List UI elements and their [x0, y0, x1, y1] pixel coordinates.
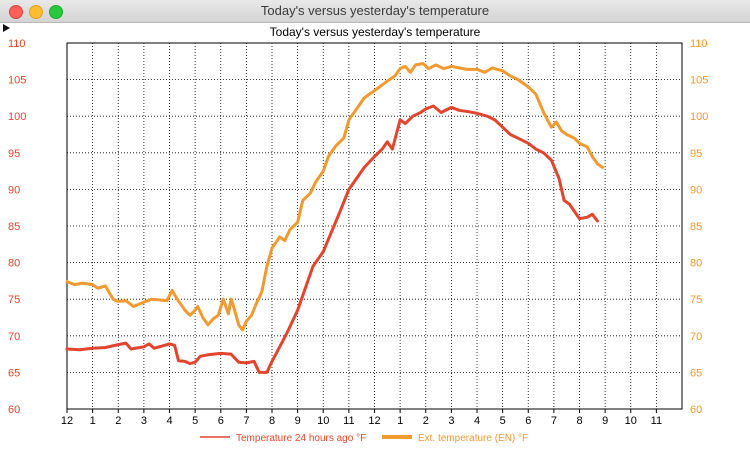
x-tick-label: 11 [343, 415, 354, 427]
close-window-button[interactable] [9, 5, 23, 19]
legend-label-temperature-24h: Temperature 24 hours ago °F [236, 433, 366, 444]
y-tick-label-left: 110 [8, 38, 26, 50]
y-tick-label-right: 95 [690, 148, 702, 160]
x-tick-label: 2 [115, 415, 121, 427]
x-tick-label: 4 [166, 415, 172, 427]
minimize-window-button[interactable] [29, 5, 43, 19]
plot-frame [66, 42, 683, 410]
x-tick-label: 8 [576, 415, 582, 427]
y-tick-label-right: 80 [690, 258, 702, 270]
x-tick-label: 5 [500, 415, 506, 427]
x-tick-label: 9 [295, 415, 301, 427]
x-tick-label: 10 [625, 415, 637, 427]
y-tick-label-left: 90 [8, 184, 20, 196]
x-tick-label: 1 [90, 415, 96, 427]
y-tick-label-right: 65 [690, 367, 702, 379]
y-tick-label-left: 70 [8, 331, 20, 343]
y-tick-label-left: 60 [8, 404, 20, 416]
x-tick-label: 11 [651, 415, 662, 427]
x-tick-label: 2 [423, 415, 429, 427]
y-tick-label-right: 70 [690, 331, 702, 343]
x-tick-label: 5 [192, 415, 198, 427]
window-titlebar[interactable]: Today's versus yesterday's temperature [0, 0, 750, 23]
series-line-2 [65, 62, 605, 332]
y-tick-label-left: 95 [8, 148, 20, 160]
y-tick-label-right: 75 [690, 294, 702, 306]
x-tick-label: 1 [397, 415, 403, 427]
legend-label-ext-temperature: Ext. temperature (EN) °F [418, 433, 528, 444]
x-tick-label: 6 [525, 415, 531, 427]
series-line-1 [65, 104, 599, 374]
play-icon[interactable] [3, 24, 10, 32]
y-tick-label-right: 105 [690, 75, 708, 87]
y-tick-label-right: 60 [690, 404, 702, 416]
x-tick-label: 12 [61, 415, 73, 427]
zoom-window-button[interactable] [49, 5, 63, 19]
x-tick-label: 10 [317, 415, 329, 427]
y-tick-label-right: 90 [690, 184, 702, 196]
x-tick-label: 12 [368, 415, 380, 427]
x-tick-label: 3 [141, 415, 147, 427]
y-tick-label-right: 110 [690, 38, 708, 50]
y-tick-label-left: 75 [8, 294, 20, 306]
x-tick-label: 9 [602, 415, 608, 427]
y-tick-label-left: 100 [8, 111, 26, 123]
chart-title: Today's versus yesterday's temperature [270, 25, 481, 39]
x-tick-label: 6 [218, 415, 224, 427]
x-tick-label: 7 [551, 415, 557, 427]
y-tick-label-left: 105 [8, 75, 26, 87]
y-tick-label-left: 80 [8, 258, 20, 270]
y-tick-label-right: 100 [690, 111, 708, 123]
x-tick-label: 4 [474, 415, 480, 427]
window-title: Today's versus yesterday's temperature [260, 3, 490, 18]
y-tick-label-right: 85 [690, 221, 702, 233]
x-tick-label: 3 [448, 415, 454, 427]
y-tick-label-left: 65 [8, 367, 20, 379]
y-tick-label-left: 85 [8, 221, 20, 233]
x-tick-label: 7 [243, 415, 249, 427]
x-tick-label: 8 [269, 415, 275, 427]
